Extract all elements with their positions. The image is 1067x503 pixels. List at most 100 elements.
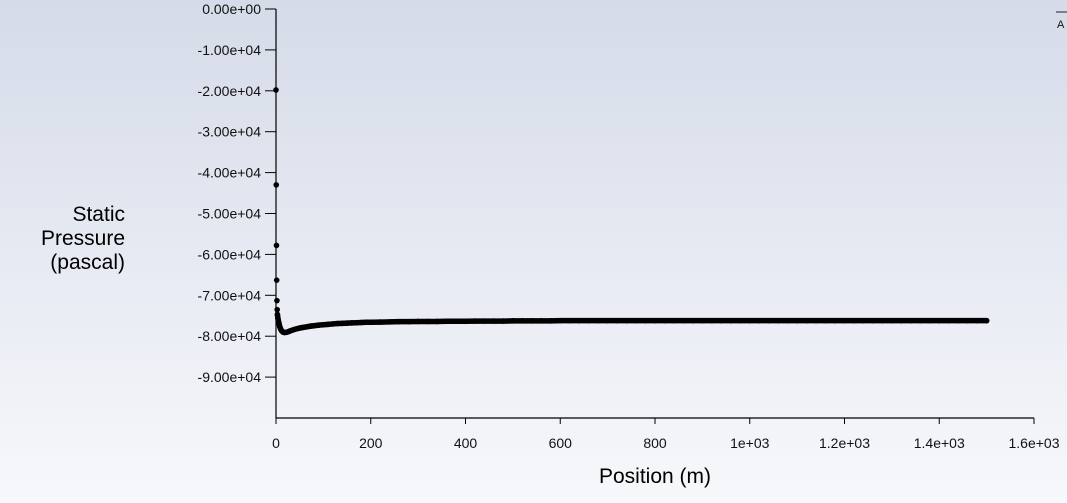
y-axis-title-line-3: (pascal): [50, 251, 125, 274]
data-point: [756, 317, 763, 324]
y-tick-label: -6.00e+04: [198, 246, 262, 262]
data-point: [604, 317, 611, 324]
axes: [275, 9, 1034, 419]
data-point: [377, 319, 384, 325]
data-point: [358, 319, 365, 326]
data-point: [690, 317, 696, 324]
data-point: [538, 318, 545, 324]
data-point: [917, 317, 924, 324]
data-series: [273, 87, 990, 336]
data-point: [529, 318, 535, 324]
y-tick-label: -8.00e+04: [198, 328, 262, 344]
data-point: [775, 317, 781, 324]
data-point: [424, 318, 431, 325]
y-tick-label: -4.00e+04: [198, 165, 262, 181]
data-point: [870, 317, 876, 324]
x-tick-label: 600: [549, 435, 573, 451]
data-point: [325, 321, 331, 328]
x-tick-label: 800: [643, 435, 667, 451]
x-tick-label: 1e+03: [730, 435, 770, 451]
data-point: [462, 318, 469, 325]
data-point: [728, 317, 734, 324]
data-point: [784, 317, 791, 324]
data-point: [955, 317, 961, 324]
data-point: [349, 320, 355, 326]
data-point: [273, 182, 280, 188]
data-point: [974, 317, 980, 324]
data-point: [718, 317, 725, 324]
data-point: [491, 318, 497, 324]
y-tick-label: -1.00e+04: [198, 42, 262, 58]
y-tick-label: -2.00e+04: [198, 83, 262, 99]
data-point: [510, 318, 516, 324]
y-axis-title-line-1: Static: [72, 203, 125, 226]
data-point: [273, 242, 280, 249]
data-point: [330, 321, 336, 327]
data-point: [557, 317, 564, 324]
data-point: [547, 318, 554, 324]
data-point: [642, 317, 649, 324]
data-point: [443, 318, 450, 325]
data-point: [367, 319, 374, 326]
legend-label: A: [1057, 19, 1065, 31]
y-tick-label: -7.00e+04: [198, 287, 262, 303]
y-axis-ticks: 0.00e+00 -1.00e+04 -2.00e+04 -3.00e+04 -4.00…: [198, 1, 276, 385]
data-point: [983, 317, 990, 324]
y-tick-label: 0.00e+00: [202, 1, 261, 17]
data-point: [519, 318, 526, 324]
data-point: [344, 320, 350, 326]
data-point: [936, 317, 943, 324]
data-point: [841, 317, 848, 324]
data-point: [434, 318, 440, 325]
data-point: [363, 319, 369, 326]
data-point: [273, 277, 280, 283]
data-point: [274, 297, 280, 304]
x-tick-label: 1.6e+03: [1009, 435, 1060, 451]
data-point: [813, 317, 819, 324]
data-point: [851, 317, 857, 324]
data-point: [595, 317, 601, 324]
data-point: [737, 317, 744, 324]
data-point: [908, 317, 914, 324]
x-tick-label: 1.4e+03: [914, 435, 965, 451]
data-point: [320, 321, 327, 328]
data-point: [334, 320, 341, 327]
data-point: [765, 317, 772, 324]
data-point: [803, 317, 810, 324]
data-point: [945, 317, 952, 324]
data-point: [709, 317, 715, 324]
data-point: [315, 322, 322, 328]
data-point: [453, 318, 459, 325]
data-point: [614, 317, 620, 324]
data-point: [652, 317, 658, 324]
data-point: [405, 318, 412, 325]
x-axis-ticks: 0 200 400 600 800 1e+03 1.2e+03 1.4e+03 1.6e+03: [272, 418, 1060, 451]
data-point: [396, 318, 402, 325]
data-point: [275, 315, 281, 322]
data-point: [860, 317, 867, 324]
data-point: [500, 318, 507, 324]
data-point: [353, 319, 360, 326]
data-point: [661, 317, 668, 324]
x-tick-label: 400: [454, 435, 478, 451]
x-tick-label: 0: [272, 435, 280, 451]
data-point: [585, 317, 592, 324]
data-point: [832, 317, 838, 324]
y-tick-label: -9.00e+04: [198, 369, 262, 385]
x-tick-label: 200: [359, 435, 383, 451]
data-point: [879, 317, 886, 324]
data-point: [898, 317, 905, 324]
data-point: [926, 317, 933, 324]
x-axis-title: Position (m): [599, 465, 711, 488]
data-point: [339, 320, 346, 327]
y-tick-label: -5.00e+04: [198, 206, 262, 222]
data-point: [964, 317, 971, 324]
data-point: [671, 317, 677, 324]
data-point: [386, 319, 393, 325]
data-point: [481, 318, 488, 324]
y-axis-title-line-2: Pressure: [41, 227, 125, 250]
x-tick-label: 1.2e+03: [819, 435, 870, 451]
data-point: [311, 322, 317, 329]
data-point: [623, 317, 630, 324]
